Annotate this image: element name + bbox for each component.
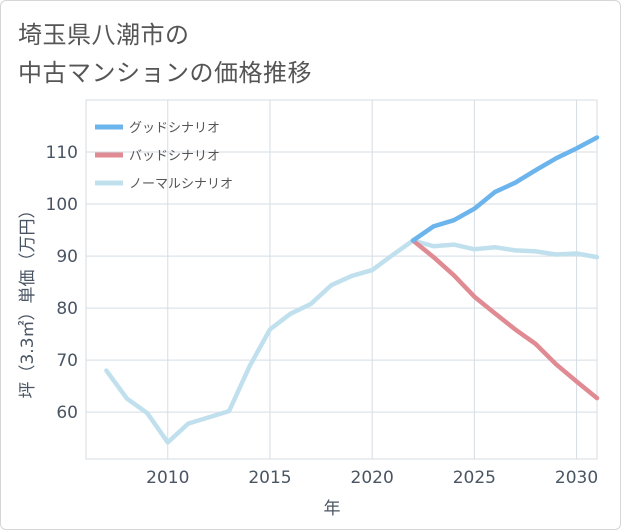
legend-item-normal: ノーマルシナリオ xyxy=(95,177,233,192)
legend-label: グッドシナリオ xyxy=(129,121,220,136)
series-lines xyxy=(104,135,600,445)
x-tick-label: 2030 xyxy=(555,468,598,488)
y-tick-label: 90 xyxy=(56,247,78,267)
y-tick-label: 60 xyxy=(56,403,78,423)
legend-label: ノーマルシナリオ xyxy=(129,177,233,192)
y-tick-labels: 60 70 80 90 100 110 xyxy=(46,143,78,423)
good-scenario-line xyxy=(410,135,600,243)
x-tick-label: 2010 xyxy=(146,468,189,488)
x-axis-label: 年 xyxy=(324,499,341,519)
normal-scenario-line xyxy=(104,238,600,445)
y-tick-label: 80 xyxy=(56,299,78,319)
legend-label: バッドシナリオ xyxy=(129,149,220,164)
legend-item-bad: バッドシナリオ xyxy=(95,149,220,164)
y-axis-label: 坪（3.3㎡）単価（万円） xyxy=(18,201,38,398)
chart-title: 埼玉県八潮市の 中古マンションの価格推移 xyxy=(18,21,312,87)
x-tick-label: 2020 xyxy=(351,468,394,488)
legend-item-good: グッドシナリオ xyxy=(95,121,220,136)
x-tick-label: 2015 xyxy=(248,468,291,488)
y-tick-label: 100 xyxy=(46,195,78,215)
y-tick-label: 110 xyxy=(46,143,78,163)
grid-lines xyxy=(85,99,598,460)
plot-area-border xyxy=(85,99,598,460)
y-tick-label: 70 xyxy=(56,351,78,371)
x-tick-labels: 2010 2015 2020 2025 2030 xyxy=(146,468,598,488)
x-tick-label: 2025 xyxy=(453,468,496,488)
bad-scenario-line xyxy=(410,238,600,401)
